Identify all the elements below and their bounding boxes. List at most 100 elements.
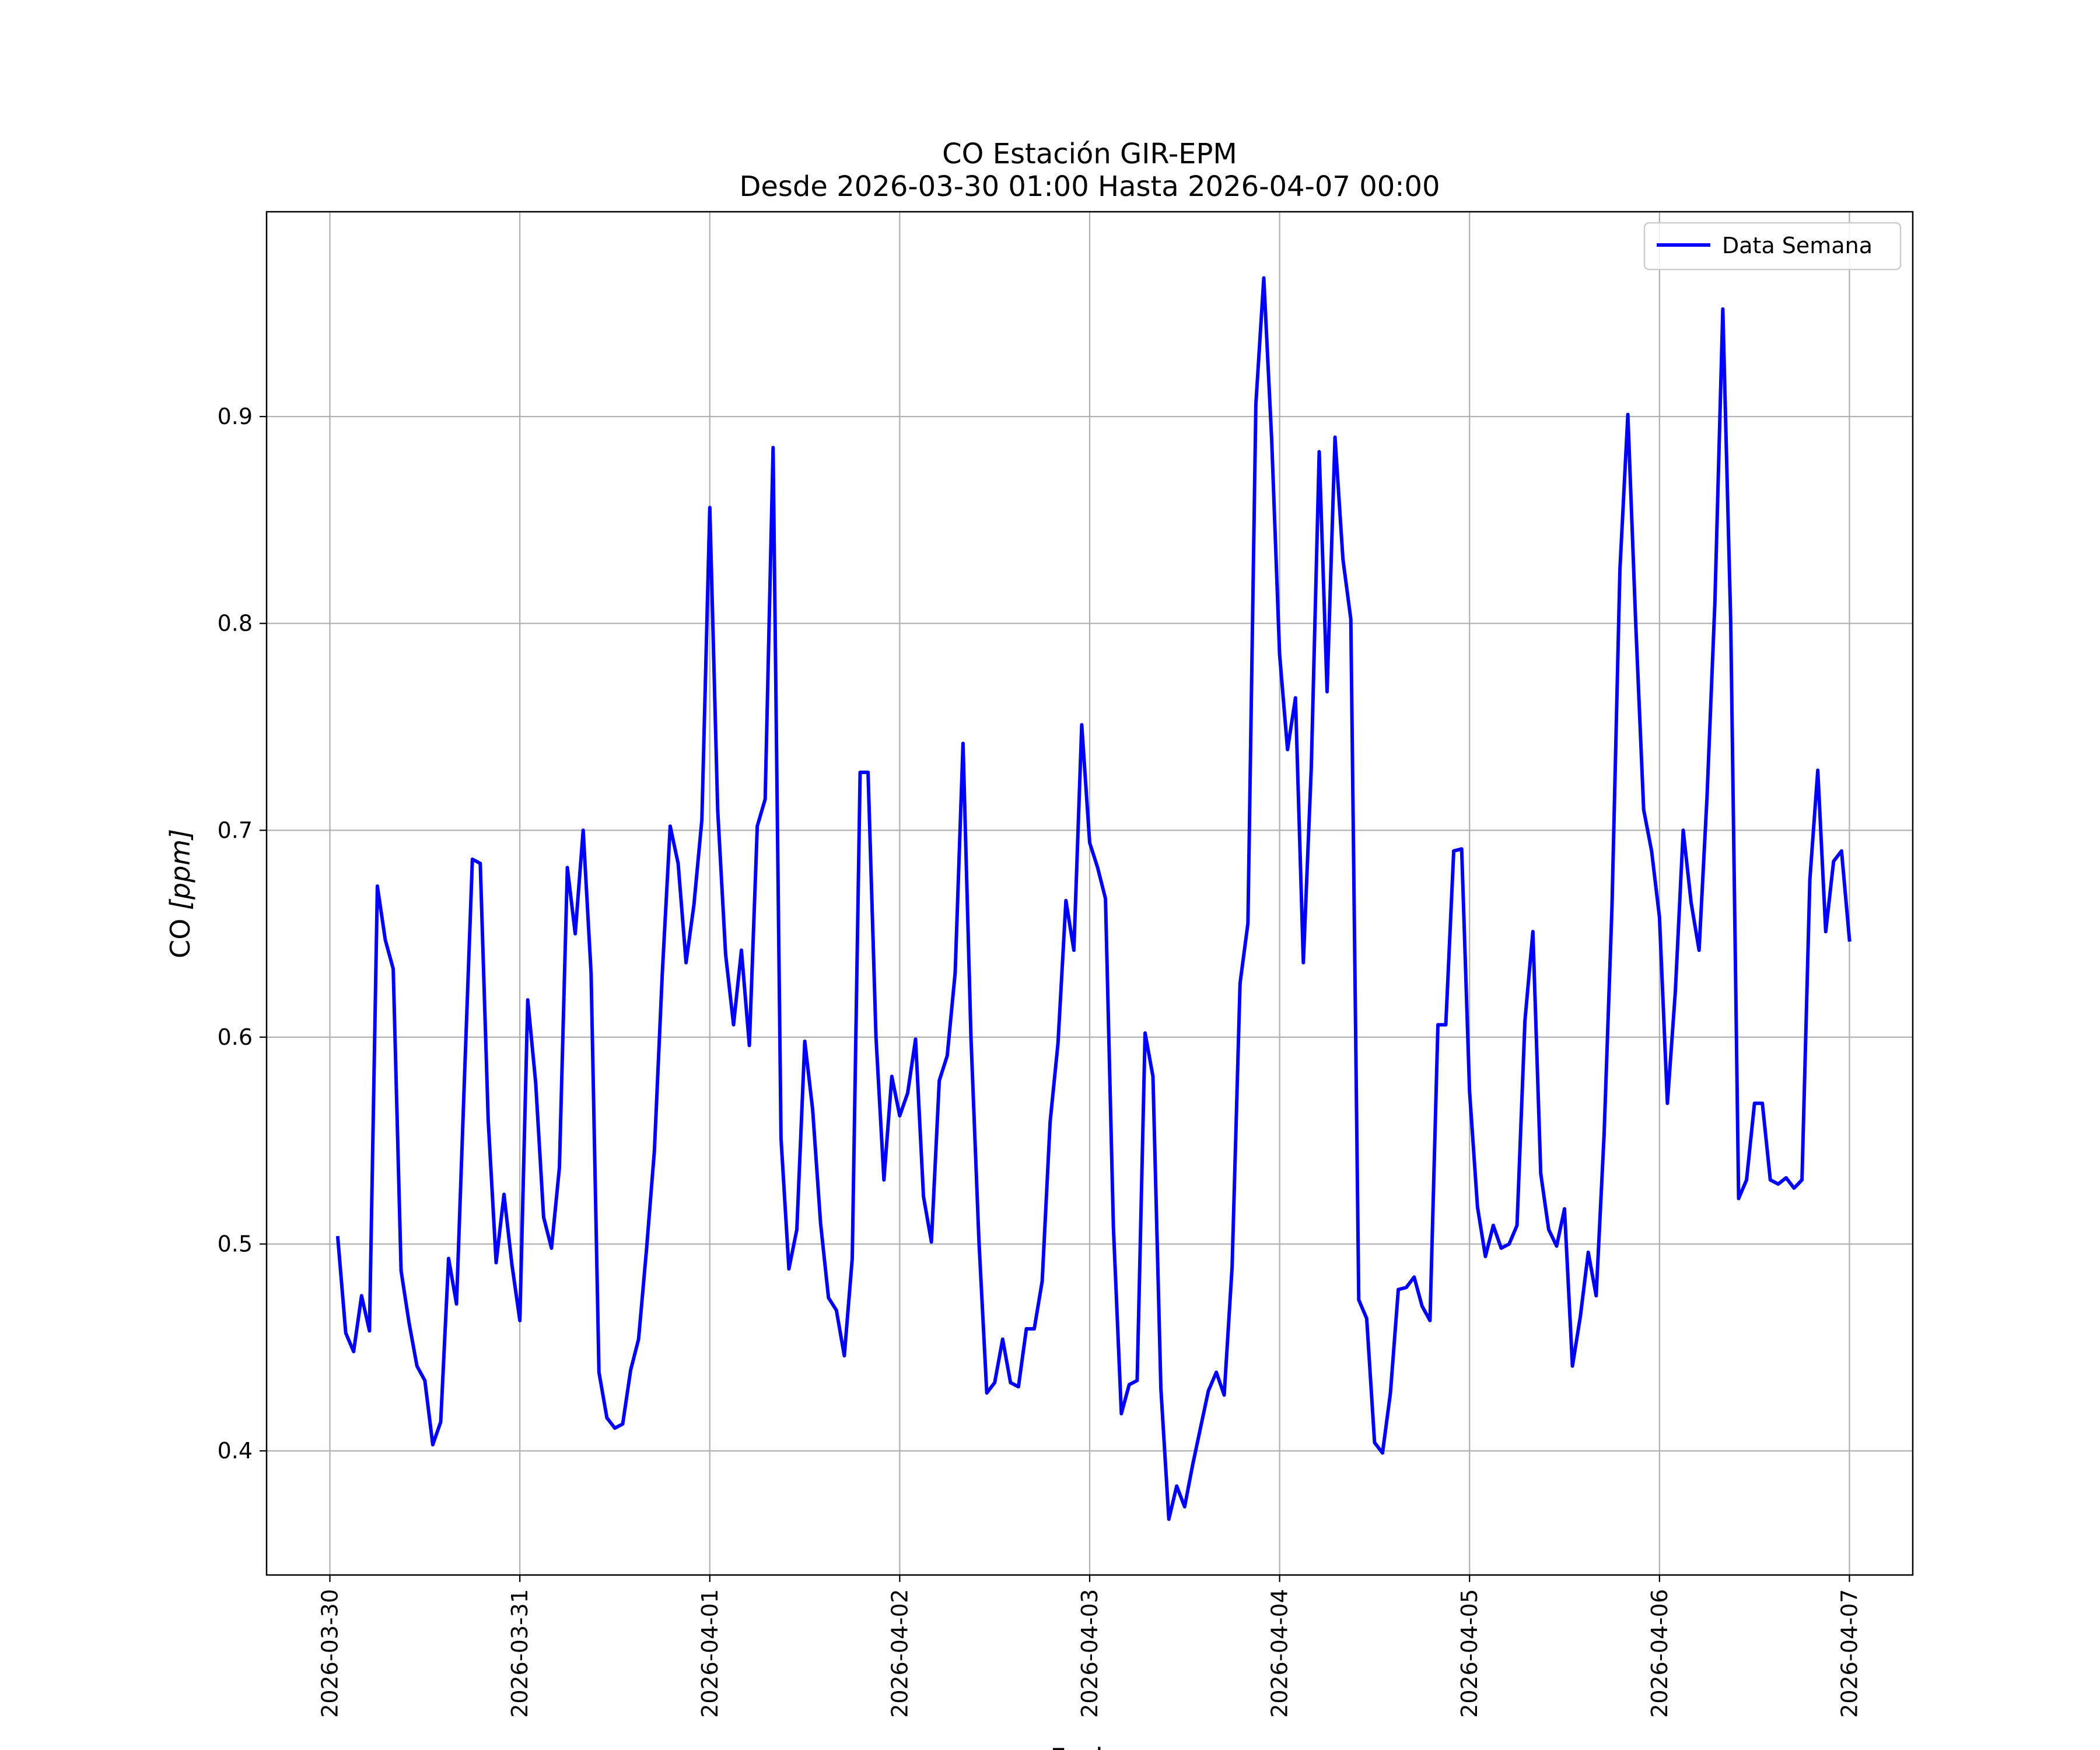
data-point <box>660 971 664 975</box>
data-point <box>1610 905 1614 909</box>
data-point <box>1357 1298 1361 1302</box>
data-point <box>1515 1223 1519 1227</box>
x-axis-ticks: 2026-03-30 2026-03-31 2026-04-01 2026-04-02… <box>317 1575 1862 1718</box>
data-point <box>1784 1176 1788 1180</box>
data-point <box>1689 901 1693 905</box>
data-point <box>1111 1226 1115 1229</box>
data-point <box>1222 1393 1226 1397</box>
data-point <box>1017 1385 1020 1389</box>
chart-subtitle: Desde 2026-03-30 01:00 Hasta 2026-04-07 … <box>739 170 1440 203</box>
data-point <box>1832 859 1836 863</box>
data-point <box>431 1443 435 1447</box>
data-points <box>336 276 1852 1521</box>
data-point <box>1507 1242 1511 1246</box>
data-point <box>439 1420 443 1424</box>
data-point <box>866 771 870 774</box>
data-point <box>1563 1207 1566 1211</box>
data-point <box>1341 558 1345 561</box>
data-point <box>1824 930 1828 933</box>
data-point <box>1001 1337 1005 1341</box>
data-point <box>1531 930 1535 933</box>
data-point <box>1705 795 1709 799</box>
x-tick-label: 2026-04-02 <box>887 1589 912 1718</box>
data-point <box>1333 435 1337 439</box>
data-point <box>795 1228 799 1231</box>
data-point <box>383 938 387 942</box>
data-point <box>1792 1186 1796 1190</box>
data-point <box>1048 1120 1052 1124</box>
data-point <box>1373 1441 1377 1444</box>
data-point <box>1325 690 1329 694</box>
data-point <box>1594 1294 1598 1298</box>
data-point <box>684 961 688 965</box>
data-point <box>1404 1286 1408 1289</box>
x-tick-label: 2026-04-04 <box>1267 1589 1293 1718</box>
y-axis-label-prefix: CO <box>164 910 196 958</box>
data-point <box>558 1166 561 1170</box>
series-line-data-semana <box>335 276 1852 1521</box>
data-point <box>1167 1517 1171 1521</box>
data-point <box>1135 1378 1139 1382</box>
data-point <box>1246 922 1250 925</box>
y-tick-label: 0.8 <box>218 611 253 636</box>
data-point <box>898 1114 902 1118</box>
data-point <box>494 1261 498 1265</box>
data-point <box>1674 990 1677 993</box>
data-point <box>1483 1255 1488 1258</box>
x-tick-label: 2026-04-07 <box>1836 1589 1862 1718</box>
data-point <box>1191 1464 1195 1467</box>
data-point <box>1729 621 1732 625</box>
data-point <box>977 1238 981 1242</box>
y-tick-label: 0.9 <box>218 404 253 429</box>
data-point <box>360 1294 363 1298</box>
data-point <box>1681 828 1685 832</box>
data-point <box>858 771 862 774</box>
data-point <box>463 1077 466 1080</box>
data-point <box>1452 849 1455 853</box>
legend-box <box>1643 222 1902 271</box>
data-point <box>550 1246 554 1250</box>
data-point <box>1420 1304 1424 1308</box>
data-point <box>391 967 395 971</box>
data-point <box>621 1422 625 1426</box>
data-point <box>922 1195 925 1198</box>
y-tick-label: 0.5 <box>218 1231 253 1257</box>
data-point <box>1064 899 1068 902</box>
data-point <box>1745 1178 1748 1182</box>
data-point <box>1270 438 1273 441</box>
data-point <box>1578 1314 1582 1318</box>
x-tick-label: 2026-03-31 <box>507 1589 533 1718</box>
data-point <box>613 1426 617 1430</box>
data-point <box>605 1416 609 1420</box>
data-point <box>708 506 712 509</box>
data-point <box>478 862 482 865</box>
data-point <box>1278 653 1282 656</box>
data-point <box>985 1391 989 1395</box>
data-point <box>1396 1287 1400 1292</box>
data-point <box>1388 1391 1392 1395</box>
data-point <box>882 1178 886 1182</box>
data-point <box>1183 1505 1186 1508</box>
data-point <box>1310 766 1313 770</box>
data-point <box>1254 402 1258 406</box>
data-point <box>1570 1364 1574 1368</box>
data-point <box>803 1040 807 1043</box>
data-point <box>668 824 672 828</box>
data-point <box>1523 1019 1527 1023</box>
data-point <box>399 1269 403 1273</box>
data-point <box>1840 849 1843 853</box>
data-point <box>763 797 767 801</box>
y-tick-label: 0.7 <box>218 817 253 843</box>
data-point <box>1650 849 1654 853</box>
x-tick-label: 2026-03-30 <box>317 1589 343 1718</box>
data-point <box>1151 1074 1155 1079</box>
data-point <box>336 1236 340 1240</box>
data-point <box>732 1023 736 1027</box>
data-point <box>1721 307 1725 311</box>
data-point <box>1800 1178 1804 1182</box>
data-point <box>1499 1246 1503 1250</box>
data-point <box>1665 1101 1670 1105</box>
data-point <box>946 1054 949 1058</box>
data-point <box>771 446 775 450</box>
data-point <box>1476 1205 1479 1209</box>
